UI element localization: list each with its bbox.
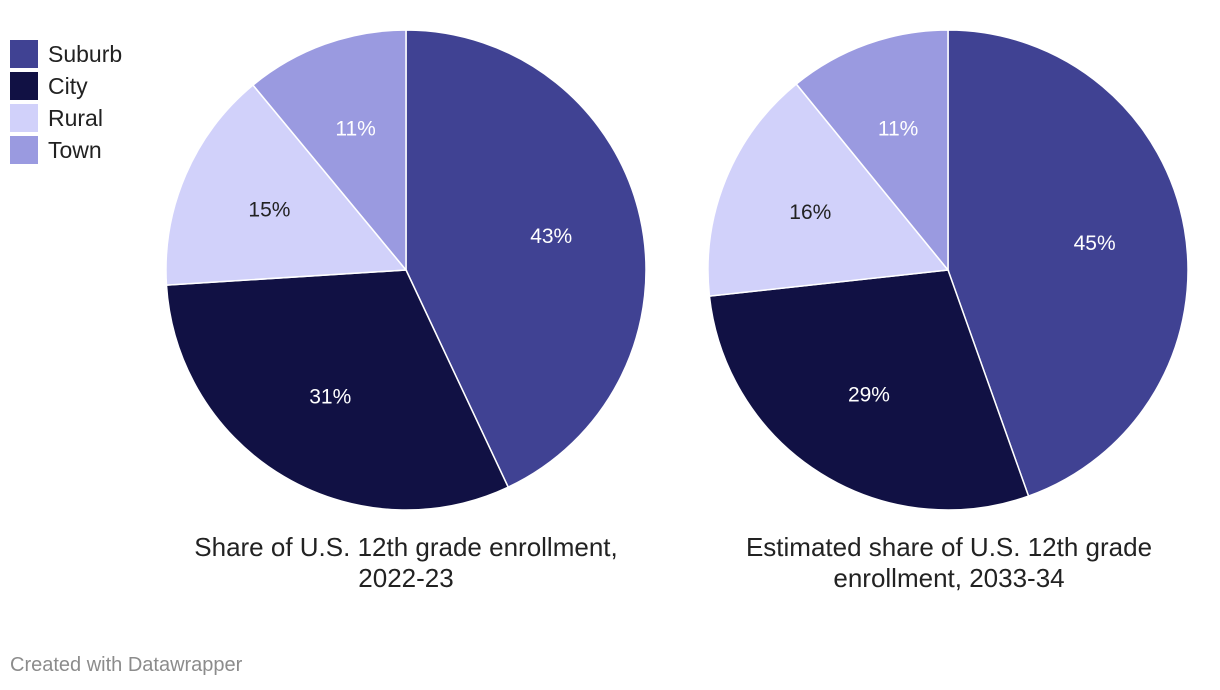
pie-slice-suburb[interactable] (405, 29, 647, 489)
chart-title-2022: Share of U.S. 12th grade enrollment, 202… (146, 532, 666, 594)
legend-swatch-town (10, 136, 38, 164)
legend-item-town: Town (10, 134, 122, 166)
legend-swatch-suburb (10, 40, 38, 68)
legend: Suburb City Rural Town (10, 38, 122, 166)
legend-item-city: City (10, 70, 122, 102)
legend-label: Town (48, 136, 102, 163)
pie-slice-rural[interactable] (707, 82, 950, 297)
chart-title-line: 2022-23 (358, 563, 454, 593)
chart-title-2033: Estimated share of U.S. 12th grade enrol… (689, 532, 1209, 594)
legend-item-rural: Rural (10, 102, 122, 134)
chart-title-line: Share of U.S. 12th grade enrollment, (194, 532, 618, 562)
slice-label-suburb: 43% (530, 225, 572, 248)
slice-label-town: 11% (878, 117, 918, 140)
legend-item-suburb: Suburb (10, 38, 122, 70)
pie-chart-2: 45% 29% 16% 11% (707, 29, 1189, 511)
pie-slice-town[interactable] (251, 29, 407, 273)
pie-slice-city[interactable] (165, 269, 510, 511)
pie-slice-town[interactable] (795, 29, 949, 273)
pie-slice-rural[interactable] (165, 84, 408, 286)
slice-label-rural: 15% (248, 198, 290, 221)
chart-title-line: Estimated share of U.S. 12th grade (745, 532, 1153, 562)
legend-swatch-rural (10, 104, 38, 132)
chart-title-line: enrollment, 2033-34 (833, 563, 1065, 593)
legend-label: City (48, 72, 88, 99)
pie-slice-city[interactable] (708, 269, 1030, 511)
slice-label-city: 31% (309, 386, 351, 409)
slice-label-town: 11% (335, 118, 375, 141)
slice-label-rural: 16% (789, 201, 831, 224)
slice-label-suburb: 45% (1074, 232, 1116, 255)
legend-swatch-city (10, 72, 38, 100)
legend-label: Rural (48, 104, 103, 131)
slice-label-city: 29% (848, 384, 890, 407)
footer-credit[interactable]: Created with Datawrapper (10, 654, 243, 676)
pie-slice-suburb[interactable] (947, 29, 1189, 498)
legend-label: Suburb (48, 40, 123, 67)
pie-chart-1: 43% 31% 15% 11% (165, 29, 647, 511)
